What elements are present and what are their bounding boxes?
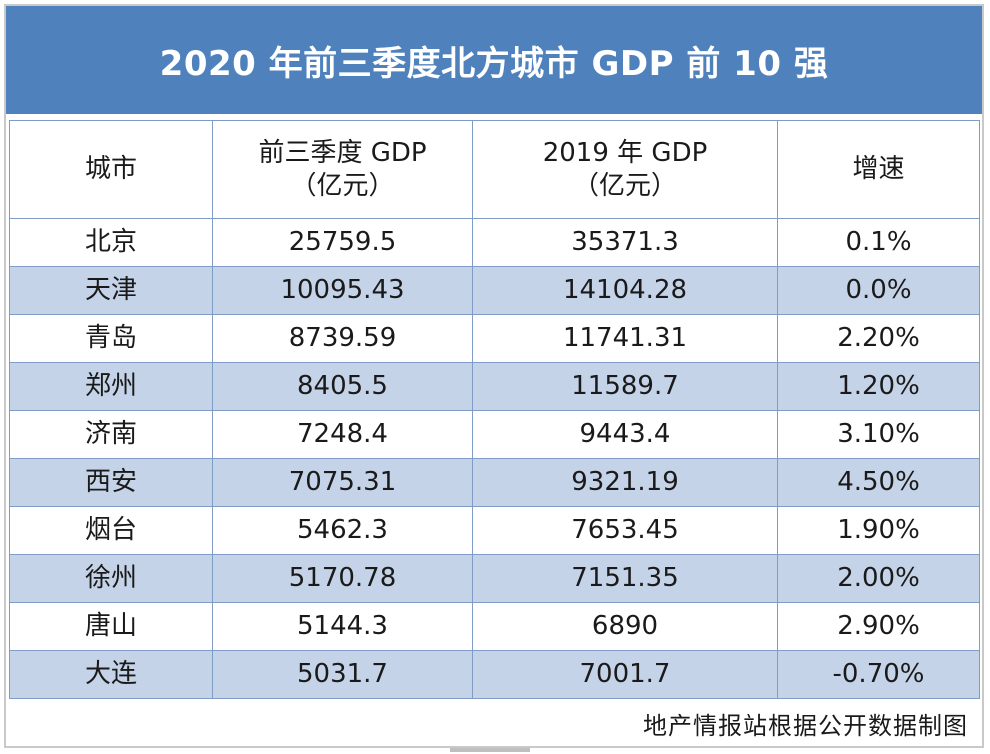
- header-2019-gdp-label: 2019 年 GDP: [542, 138, 708, 168]
- cell-growth: 1.20%: [777, 362, 980, 411]
- cell-2019-gdp: 7151.35: [472, 554, 778, 603]
- table-row: 济南 7248.4 9443.4 3.10%: [9, 410, 980, 459]
- header-growth: 增速: [777, 120, 980, 219]
- table-row: 北京 25759.5 35371.3 0.1%: [9, 218, 980, 267]
- cell-growth: 2.00%: [777, 554, 980, 603]
- cell-growth: 3.10%: [777, 410, 980, 459]
- cell-city: 济南: [9, 410, 213, 459]
- cell-q3-gdp: 7075.31: [212, 458, 473, 507]
- cell-growth: 2.20%: [777, 314, 980, 363]
- header-q3-gdp-label: 前三季度 GDP: [258, 138, 427, 168]
- header-q3-gdp: 前三季度 GDP （亿元）: [212, 120, 473, 219]
- gdp-table: 城市 前三季度 GDP （亿元） 2019 年 GDP （亿元） 增速 北京 25…: [9, 120, 980, 699]
- cell-2019-gdp: 6890: [472, 602, 778, 651]
- cell-q3-gdp: 7248.4: [212, 410, 473, 459]
- source-note: 地产情报站根据公开数据制图: [643, 712, 968, 740]
- cell-q3-gdp: 5144.3: [212, 602, 473, 651]
- table-row: 天津 10095.43 14104.28 0.0%: [9, 266, 980, 315]
- header-q3-gdp-unit: （亿元）: [290, 170, 395, 201]
- cell-q3-gdp: 25759.5: [212, 218, 473, 267]
- cell-city: 青岛: [9, 314, 213, 363]
- cell-2019-gdp: 35371.3: [472, 218, 778, 267]
- cell-q3-gdp: 5031.7: [212, 650, 473, 699]
- table-title: 2020 年前三季度北方城市 GDP 前 10 强: [6, 6, 982, 114]
- cell-q3-gdp: 8405.5: [212, 362, 473, 411]
- cell-2019-gdp: 11589.7: [472, 362, 778, 411]
- cell-growth: 0.1%: [777, 218, 980, 267]
- cell-city: 徐州: [9, 554, 213, 603]
- cell-city: 郑州: [9, 362, 213, 411]
- cell-2019-gdp: 9321.19: [472, 458, 778, 507]
- cell-city: 北京: [9, 218, 213, 267]
- cell-city: 天津: [9, 266, 213, 315]
- table-figure: 2020 年前三季度北方城市 GDP 前 10 强 城市 前三季度 GDP （亿…: [4, 4, 984, 748]
- header-2019-gdp: 2019 年 GDP （亿元）: [472, 120, 778, 219]
- cell-growth: -0.70%: [777, 650, 980, 699]
- cell-q3-gdp: 8739.59: [212, 314, 473, 363]
- table-row: 唐山 5144.3 6890 2.90%: [9, 602, 980, 651]
- table-row: 烟台 5462.3 7653.45 1.90%: [9, 506, 980, 555]
- cell-q3-gdp: 5462.3: [212, 506, 473, 555]
- cell-city: 大连: [9, 650, 213, 699]
- cell-growth: 0.0%: [777, 266, 980, 315]
- cell-growth: 2.90%: [777, 602, 980, 651]
- cell-city: 西安: [9, 458, 213, 507]
- header-city: 城市: [9, 120, 213, 219]
- cell-growth: 1.90%: [777, 506, 980, 555]
- bottom-divider: [450, 748, 530, 752]
- cell-q3-gdp: 5170.78: [212, 554, 473, 603]
- table-row: 西安 7075.31 9321.19 4.50%: [9, 458, 980, 507]
- cell-2019-gdp: 7001.7: [472, 650, 778, 699]
- cell-2019-gdp: 7653.45: [472, 506, 778, 555]
- table-body: 北京 25759.5 35371.3 0.1% 天津 10095.43 14104.28 0.…: [9, 218, 980, 699]
- cell-2019-gdp: 9443.4: [472, 410, 778, 459]
- cell-city: 唐山: [9, 602, 213, 651]
- cell-2019-gdp: 11741.31: [472, 314, 778, 363]
- cell-city: 烟台: [9, 506, 213, 555]
- cell-2019-gdp: 14104.28: [472, 266, 778, 315]
- cell-growth: 4.50%: [777, 458, 980, 507]
- table-row: 郑州 8405.5 11589.7 1.20%: [9, 362, 980, 411]
- table-row: 徐州 5170.78 7151.35 2.00%: [9, 554, 980, 603]
- table-row: 大连 5031.7 7001.7 -0.70%: [9, 650, 980, 699]
- header-2019-gdp-unit: （亿元）: [572, 170, 677, 201]
- header-row: 城市 前三季度 GDP （亿元） 2019 年 GDP （亿元） 增速: [9, 120, 980, 219]
- cell-q3-gdp: 10095.43: [212, 266, 473, 315]
- table-row: 青岛 8739.59 11741.31 2.20%: [9, 314, 980, 363]
